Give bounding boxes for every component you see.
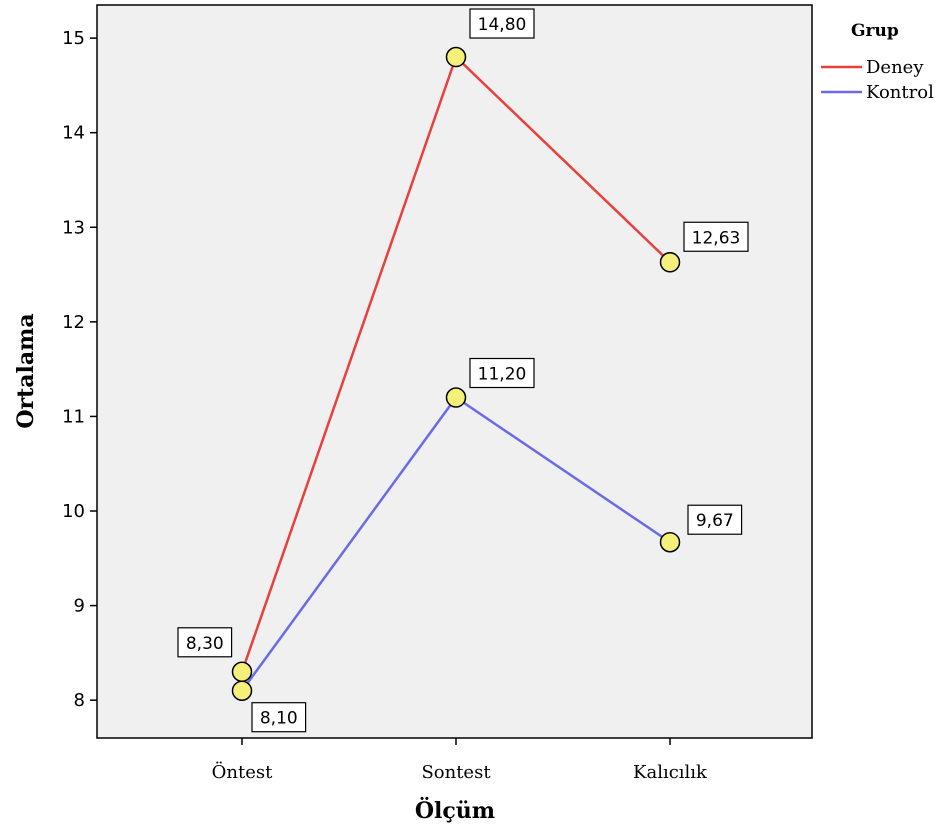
data-point-deney <box>445 46 467 68</box>
x-axis: Öntest Sontest Kalıcılık <box>212 738 708 783</box>
data-label-box <box>251 702 307 733</box>
data-label-value: 14,80 <box>478 15 527 35</box>
y-tick-label: 12 <box>62 312 85 333</box>
data-label-deney: 14,80 <box>469 8 535 39</box>
y-tick-label: 9 <box>74 596 85 617</box>
data-point-deney <box>659 252 681 273</box>
y-tick-label: 14 <box>62 123 85 144</box>
x-axis-title: Ölçüm <box>415 796 495 824</box>
data-label-deney: 8,30 <box>177 627 233 658</box>
data-label-box <box>683 221 749 252</box>
y-axis: 8 9 10 11 12 13 14 15 <box>62 28 97 711</box>
data-label-kontrol: 11,20 <box>469 357 535 389</box>
y-tick-label: 13 <box>62 217 85 238</box>
y-tick-label: 15 <box>62 28 85 49</box>
data-point-deney <box>231 661 253 683</box>
data-label-value: 9,67 <box>696 511 734 531</box>
plot-area <box>96 4 813 739</box>
data-point-kontrol <box>231 680 253 701</box>
data-label-value: 11,20 <box>478 365 527 385</box>
data-label-box <box>469 357 535 389</box>
y-tick-label: 8 <box>74 690 85 711</box>
data-label-box <box>687 504 743 535</box>
data-markers <box>231 46 681 701</box>
y-axis-title: Ortalama <box>13 313 39 428</box>
data-label-box <box>469 8 535 39</box>
data-label-value: 8,30 <box>186 634 224 654</box>
data-label-deney: 12,63 <box>683 221 749 252</box>
legend: Grup Deney Kontrol <box>821 21 934 103</box>
data-point-kontrol <box>445 387 467 408</box>
data-label-box <box>177 627 233 658</box>
y-tick-label: 11 <box>62 406 85 427</box>
y-tick-label: 10 <box>62 501 85 522</box>
data-point-kontrol <box>659 531 681 553</box>
data-label-value: 12,63 <box>692 228 741 248</box>
legend-label-deney: Deney <box>866 57 924 78</box>
legend-label-kontrol: Kontrol <box>866 82 934 103</box>
data-label-kontrol: 8,10 <box>251 702 307 733</box>
data-label-value: 8,10 <box>260 709 298 729</box>
legend-title: Grup <box>851 21 899 41</box>
x-tick-label: Kalıcılık <box>633 762 708 783</box>
data-label-kontrol: 9,67 <box>687 504 743 535</box>
data-labels: 8,30 14,80 12,63 8,10 11,20 9,67 <box>177 8 749 733</box>
x-tick-label: Öntest <box>212 760 273 783</box>
x-tick-label: Sontest <box>421 762 491 783</box>
